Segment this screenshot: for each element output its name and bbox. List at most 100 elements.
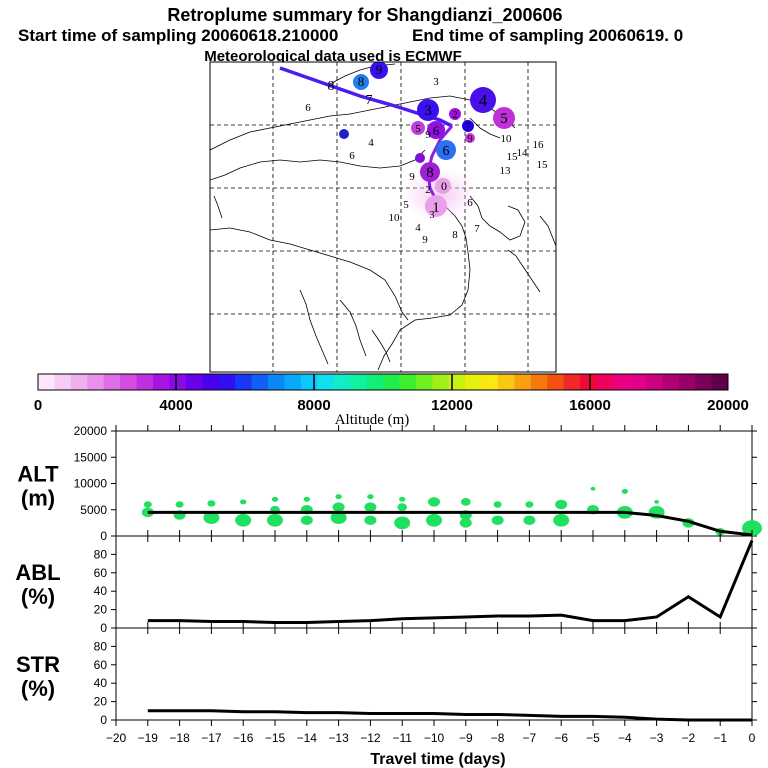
colorbar-swatch (136, 374, 154, 390)
panel-label: (m) (21, 486, 55, 511)
colorbar-swatch (317, 374, 335, 390)
colorbar-swatch (481, 374, 499, 390)
y-tick-label: 20000 (74, 424, 108, 438)
start-time-label: Start time of sampling 20060618.210000 (18, 26, 338, 45)
cluster-labels: 9 8 3 8 7 6 3 4 5 2 7 5 6 9 10 4 6 6 9 1… (305, 62, 548, 246)
cluster-circle (462, 120, 474, 132)
cluster-label: 7 (465, 121, 471, 133)
y-tick-label: 5000 (80, 503, 107, 517)
cluster-label: 8 (426, 165, 434, 181)
cluster-label: 5 (500, 111, 508, 127)
x-tick-label: −10 (424, 731, 445, 745)
cluster-label: 6 (349, 150, 355, 162)
colorbar-swatch (366, 374, 384, 390)
colorbar-swatch (613, 374, 630, 390)
cluster-circles (339, 62, 515, 217)
cluster-label: 6 (433, 123, 440, 138)
x-tick-label: −18 (169, 731, 190, 745)
end-time-label: End time of sampling 20060619. 0 (412, 26, 683, 45)
cluster-label: 4 (368, 137, 374, 149)
colorbar-tick-label: 16000 (569, 397, 611, 414)
cluster-circle (427, 121, 445, 139)
cluster-label: 3 (430, 210, 435, 221)
cluster-label: 4 (415, 222, 421, 234)
x-tick-label: −7 (523, 731, 537, 745)
colorbar-swatch (432, 374, 450, 390)
colorbar-swatch (563, 374, 581, 390)
cluster-circle (493, 107, 515, 129)
x-tick-label: −19 (138, 731, 159, 745)
colorbar-swatch (383, 374, 400, 390)
cluster-label: 7 (366, 93, 373, 108)
colorbar-swatch (202, 374, 220, 390)
colorbar-tick-label: 4000 (159, 397, 192, 414)
plume-glow (402, 169, 478, 221)
panel-label: ALT (17, 462, 59, 487)
x-tick-label: −3 (650, 731, 664, 745)
colorbar-swatch (153, 374, 170, 390)
plume-cluster-point (491, 515, 504, 526)
plume-cluster-point (742, 520, 762, 537)
x-tick-label: −14 (297, 731, 318, 745)
colorbar-swatch (662, 374, 680, 390)
cluster-label: 8 (328, 79, 335, 94)
abl-line (147, 540, 754, 624)
y-tick-label: 10000 (74, 477, 108, 491)
colorbar-swatch (530, 374, 548, 390)
cluster-label: 8 (358, 74, 365, 89)
panel-label: ABL (15, 560, 60, 585)
cluster-label: 9 (409, 171, 415, 183)
colorbar-swatch (54, 374, 72, 390)
plume-cluster-point (271, 496, 279, 502)
y-tick-label: 20 (94, 695, 108, 709)
y-tick-label: 0 (100, 621, 107, 635)
cluster-circle (470, 87, 496, 113)
colorbar-tick-label: 12000 (431, 397, 473, 414)
x-tick-label: −2 (682, 731, 696, 745)
plume-cluster-point (335, 494, 342, 500)
x-tick-label: −12 (360, 731, 381, 745)
cluster-circle (465, 133, 475, 143)
plume-cluster-point (303, 496, 310, 502)
colorbar-swatch (169, 374, 187, 390)
plume-cluster-point (332, 502, 345, 512)
cluster-circle (415, 153, 425, 163)
cluster-circle (436, 140, 456, 160)
cluster-label: 9 (376, 62, 383, 77)
cluster-circle (435, 178, 451, 194)
panel-label: (%) (21, 584, 55, 609)
plume-cluster-point (240, 499, 247, 505)
x-tick-label: −4 (618, 731, 632, 745)
x-tick-label: 0 (749, 731, 756, 745)
plume-cluster-point (203, 511, 220, 525)
colorbar-swatch (333, 374, 351, 390)
panel-alt: 0 5000 10000 15000 20000 ALT(m) (17, 424, 762, 543)
plume-cluster-point (493, 501, 502, 508)
colorbar-swatch (235, 374, 253, 390)
plume-cluster-point (525, 501, 534, 508)
cluster-label: 4 (479, 91, 488, 110)
trajectory-map: 9 8 3 8 7 6 3 4 5 2 7 5 6 9 10 4 6 6 9 1… (209, 61, 557, 373)
y-tick-label: 60 (94, 566, 108, 580)
plume-cluster-point (399, 496, 406, 502)
panel-str: 0 20 40 60 80 STR(%) (16, 622, 757, 727)
cluster-circle (353, 74, 369, 90)
y-tick-label: 40 (94, 676, 108, 690)
x-tick-label: −17 (201, 731, 222, 745)
cluster-circle (420, 162, 440, 182)
colorbar-swatch (120, 374, 138, 390)
colorbar-swatch (695, 374, 713, 390)
plume-cluster-point (364, 502, 377, 512)
cluster-label: 3 (424, 103, 432, 119)
x-tick-label: −8 (491, 731, 505, 745)
mean-altitude-line (147, 510, 753, 537)
cluster-label: 2 (425, 184, 431, 196)
plume-cluster-point (654, 499, 659, 504)
cluster-label: 10 (389, 212, 401, 224)
colorbar-swatch (580, 374, 598, 390)
y-tick-label: 80 (94, 639, 108, 653)
plume-cluster-point (267, 513, 283, 527)
colorbar-swatch (251, 374, 269, 390)
plume-cluster-point (461, 498, 471, 506)
cluster-label: 5 (415, 123, 421, 135)
